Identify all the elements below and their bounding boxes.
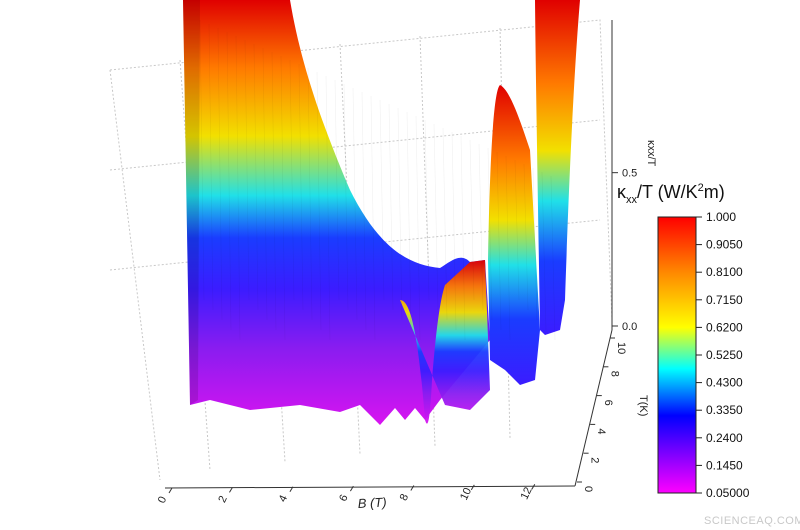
- x-tick-mark: [531, 484, 536, 490]
- surface-mesh-line: [478, 143, 484, 311]
- y-tick-label: 10: [615, 342, 627, 354]
- x-tick-mark: [470, 484, 475, 491]
- x-tick-mark: [168, 487, 173, 494]
- z-axis-ticks: 0.0 0.5: [612, 168, 637, 333]
- surface-mesh-line: [199, 19, 205, 301]
- z-tick-label: 0.0: [622, 321, 637, 333]
- colorbar-title-sup: 2: [698, 182, 704, 194]
- y-tick-label: 6: [602, 400, 614, 406]
- surface-mesh-line: [244, 39, 250, 301]
- colorbar-title-kappa: κ: [617, 182, 627, 202]
- surface-mesh-line: [262, 47, 268, 321]
- colorbar-scale: [657, 216, 697, 494]
- colorbar-title-end: m): [704, 182, 725, 202]
- surface-mesh-line: [442, 127, 448, 321]
- surface-mesh-line: [217, 27, 223, 321]
- x-tick-label: 12: [519, 485, 535, 501]
- colorbar-tick-label: 1.000: [706, 210, 736, 224]
- surface-mesh-line: [487, 147, 493, 321]
- surface-mesh-line: [208, 23, 214, 311]
- surface-mesh-line: [253, 43, 259, 311]
- colorbar-tick-label: 0.1450: [706, 458, 743, 472]
- surface-mesh-line: [361, 91, 367, 331]
- surface-mesh-line: [433, 123, 439, 311]
- colorbar-tick-label: 0.8100: [706, 265, 743, 279]
- surface-mesh-line: [496, 151, 502, 331]
- colorbar-title-mid: /T (W/K: [637, 182, 698, 202]
- surface-mesh-line: [343, 83, 349, 311]
- surface-right-wall: [535, 0, 580, 335]
- surface-mesh-line: [370, 95, 376, 341]
- surface-dip: [400, 260, 490, 424]
- surface-mesh-line: [388, 103, 394, 311]
- watermark: SCIENCEAQ.COM: [704, 515, 800, 527]
- colorbar-tick-label: 0.2400: [706, 431, 743, 445]
- surface-mesh-line: [514, 159, 520, 301]
- surface-left-edge: [183, 0, 200, 405]
- colorbar-tick-label: 0.3350: [706, 403, 743, 417]
- colorbar-title-sub: xx: [626, 194, 638, 206]
- surface-mesh-line: [460, 135, 466, 341]
- colorbar-tick-label: 0.7150: [706, 293, 743, 307]
- colorbar-tick-label: 0.4300: [706, 376, 743, 390]
- y-tick-label: 2: [589, 457, 601, 463]
- x-axis-ticks: 0 2 4 6 8 10 12: [156, 484, 536, 506]
- y-tick-label: 8: [608, 371, 620, 377]
- surface-mesh-line: [298, 63, 304, 311]
- x-tick-mark: [229, 487, 233, 493]
- surface-mesh-line: [334, 79, 340, 301]
- colorbar-tick-label: 0.6200: [706, 320, 743, 334]
- surface-mesh-line: [352, 87, 358, 321]
- surface-mesh-line: [316, 71, 322, 331]
- surface-mesh-line: [469, 139, 475, 301]
- surface-mesh-line: [532, 167, 538, 321]
- surface-mesh-line: [271, 51, 277, 331]
- surface-mesh-line: [415, 115, 421, 341]
- colorbar-tick-label: 0.5250: [706, 348, 743, 362]
- surface-mesh-line: [379, 99, 385, 301]
- surface-mesh-line: [541, 171, 547, 331]
- x-tick-label: 6: [337, 493, 350, 504]
- x-tick-mark: [349, 485, 354, 492]
- x-axis-label: B (T): [357, 495, 387, 511]
- surface-mesh-line: [505, 155, 511, 341]
- surface-peak-mid: [488, 85, 540, 385]
- x-tick-label: 8: [398, 492, 411, 503]
- surface-mesh-line: [451, 131, 457, 331]
- surface-mesh-line: [280, 55, 286, 341]
- colorbar: 1.000 0.9050 0.8100 0.7150 0.6200 0.5250 0.430…: [617, 182, 750, 500]
- surface-mesh-line: [550, 175, 556, 341]
- surface-mesh-line: [226, 31, 232, 331]
- surface-mesh-line: [397, 107, 403, 321]
- surface-mesh-line: [325, 75, 331, 341]
- y-tick-label: 4: [595, 428, 607, 434]
- surface-mesh-line: [289, 59, 295, 301]
- colorbar-title: κxx/T (W/K2m): [617, 182, 725, 206]
- x-tick-label: 10: [458, 486, 474, 502]
- colorbar-ticks: 1.000 0.9050 0.8100 0.7150 0.6200 0.5250 0.430…: [696, 210, 750, 500]
- y-tick-label: 0: [582, 486, 594, 492]
- x-tick-label: 2: [216, 494, 229, 505]
- surface-mesh-line: [523, 163, 529, 311]
- y-axis-ticks: 0 2 4 6 8 10: [577, 337, 627, 492]
- colorbar-tick-label: 0.05000: [706, 486, 750, 500]
- z-tick-label: 0.5: [622, 168, 637, 180]
- y-axis-label: T(K): [637, 395, 649, 416]
- surface-mesh-line: [307, 67, 313, 321]
- axis-lines: [164, 20, 613, 489]
- surface-main: [183, 0, 490, 425]
- x-tick-label: 0: [156, 495, 169, 506]
- x-tick-label: 4: [277, 493, 290, 504]
- surface-mesh-line: [424, 119, 430, 301]
- x-tick-mark: [410, 485, 415, 491]
- colorbar-tick-label: 0.9050: [706, 238, 743, 252]
- surface-layer: [183, 0, 580, 425]
- z-axis-label: κxx/T: [645, 140, 657, 167]
- x-tick-mark: [289, 486, 294, 493]
- surface-mesh-line: [235, 35, 241, 341]
- surface-mesh-line: [406, 111, 412, 331]
